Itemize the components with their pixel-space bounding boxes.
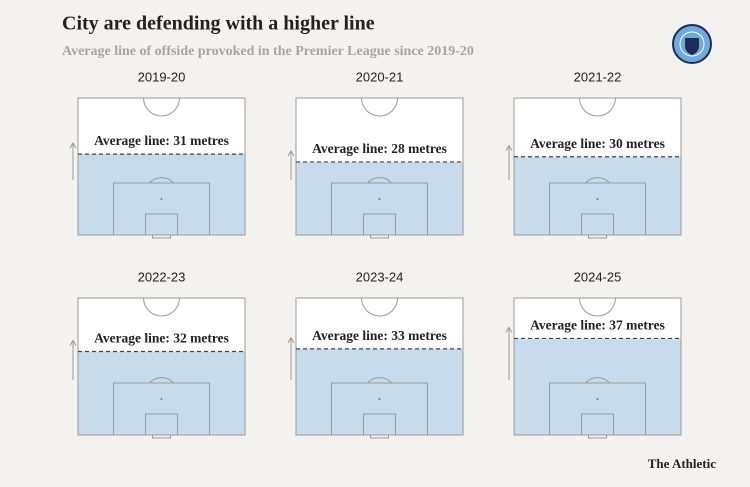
pitch-markings — [295, 297, 464, 439]
value-label: Average line: 31 metres — [94, 133, 229, 148]
goal — [370, 434, 389, 439]
penalty-spot — [160, 398, 163, 400]
season-label: 2019-20 — [138, 69, 186, 84]
defensive-area — [514, 156, 681, 235]
centre-circle — [361, 297, 398, 317]
penalty-arc — [149, 177, 174, 184]
value-label: Average line: 30 metres — [530, 136, 665, 151]
pitch-markings — [77, 297, 246, 439]
centre-circle — [361, 97, 398, 117]
goal — [370, 234, 389, 239]
arrow-head — [69, 142, 77, 149]
penalty-arc — [585, 377, 610, 384]
goal — [588, 434, 607, 439]
centre-circle — [143, 97, 180, 117]
pitch-markings — [513, 297, 682, 439]
penalty-arc — [367, 377, 392, 384]
penalty-arc — [585, 177, 610, 184]
arrow-head — [287, 149, 295, 157]
defensive-area — [296, 348, 463, 435]
arrow-head — [505, 326, 513, 333]
season-label: 2020-21 — [356, 69, 404, 84]
source: The Athletic — [648, 456, 716, 471]
arrow-head — [287, 336, 295, 344]
arrow-head — [69, 339, 77, 346]
pitch-markings — [77, 97, 246, 239]
club-badge — [672, 24, 712, 64]
centre-circle — [579, 97, 616, 117]
defensive-area — [514, 338, 681, 435]
season-label: 2024-25 — [574, 269, 622, 284]
pitch-markings — [295, 97, 464, 239]
season-label: 2021-22 — [574, 69, 622, 84]
centre-circle — [579, 297, 616, 317]
penalty-spot — [378, 398, 381, 400]
season-label: 2023-24 — [356, 269, 404, 284]
goal — [152, 234, 171, 239]
goal — [588, 234, 607, 239]
value-label: Average line: 33 metres — [312, 328, 447, 343]
penalty-spot — [378, 198, 381, 200]
chart-title: City are defending with a higher line — [62, 13, 375, 35]
season-label: 2022-23 — [138, 269, 186, 284]
penalty-spot — [596, 198, 599, 200]
value-label: Average line: 32 metres — [94, 331, 229, 346]
defensive-area — [78, 154, 245, 235]
penalty-arc — [367, 177, 392, 184]
penalty-spot — [596, 398, 599, 400]
arrow-head — [505, 144, 513, 151]
goal — [152, 434, 171, 439]
penalty-arc — [149, 377, 174, 384]
defensive-area — [78, 351, 245, 435]
pitch-markings — [513, 97, 682, 239]
centre-circle — [143, 297, 180, 317]
chart-subtitle: Average line of offside provoked in the … — [62, 44, 474, 59]
value-label: Average line: 28 metres — [312, 141, 447, 156]
penalty-spot — [160, 198, 163, 200]
value-label: Average line: 37 metres — [530, 318, 665, 333]
